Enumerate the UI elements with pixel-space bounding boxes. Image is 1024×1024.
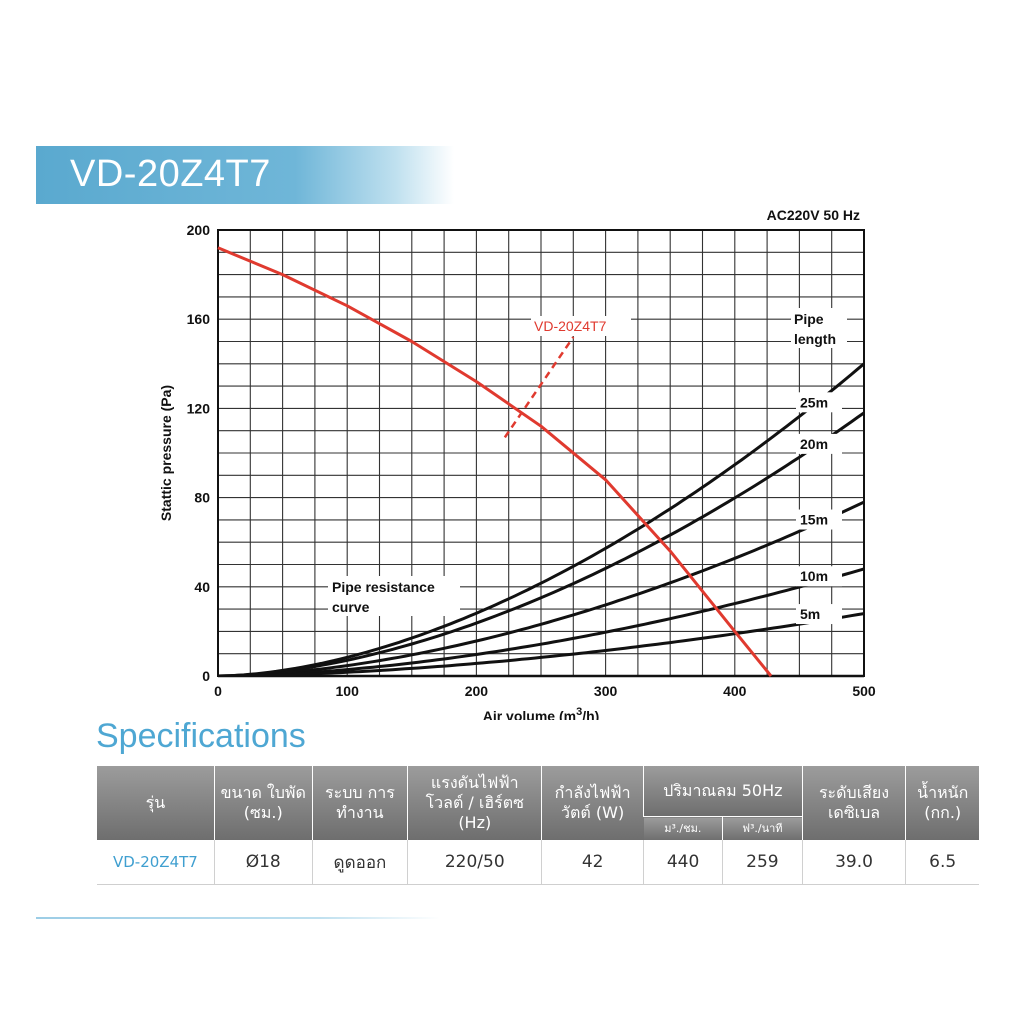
y-tick-label: 160 [187,311,211,327]
table-row: VD-20Z4T7 Ø18 ดูดออก 220/50 42 440 259 3… [97,840,979,885]
header-model: รุ่น [97,766,215,840]
cell-model: VD-20Z4T7 [97,840,215,885]
performance-chart: 0 100 200 300 400 500 0 40 80 120 160 200 Air volume… [158,207,876,720]
x-tick-label: 400 [723,683,747,699]
grid [218,230,864,676]
pipe-length-bg [791,308,847,348]
pipe-curve-label: 15m [800,512,828,528]
pipe-resistance-bg [328,576,460,616]
header-airflow-m3h: ม³./ชม. [643,816,723,840]
pipe-curve-label: 5m [800,606,820,622]
y-tick-label: 200 [187,222,211,238]
pipe-label-bg [796,433,842,454]
x-tick-label: 100 [336,683,360,699]
header-blade-size: ขนาด ใบพัด (ซม.) [213,766,313,840]
header-airflow-ft3m: ฟ³./นาที [722,816,803,840]
cell-blade-size: Ø18 [213,840,313,885]
pipe-curve-label: 10m [800,568,828,584]
divider-line [36,917,440,919]
pipe-curve-label: 20m [800,436,828,452]
y-tick-label: 40 [194,579,210,595]
x-tick-label: 200 [465,683,489,699]
x-tick-label: 300 [594,683,618,699]
x-tick-label: 500 [852,683,876,699]
pipe-label-bg [796,509,842,530]
cell-system: ดูดออก [311,840,408,885]
header-voltage: แรงดันไฟฟ้า โวลต์ / เฮิร์ตซ (Hz) [407,766,542,840]
page-title: VD-20Z4T7 [70,153,271,195]
header-weight: น้ำหนัก (กก.) [905,766,979,840]
pipe-label-bg [796,604,842,625]
pipe-resistance-label: Pipe resistance [332,579,435,595]
specifications-table: รุ่น ขนาด ใบพัด (ซม.) ระบบ การทำงาน แรงด… [97,766,979,885]
header-system: ระบบ การทำงาน [311,766,408,840]
y-tick-label: 80 [194,490,210,506]
pipe-length-label: Pipe [794,311,824,327]
x-axis-label: Air volume (m3/h) [483,706,600,720]
pipe-curve-10m [218,567,864,676]
pipe-curve-25m [218,362,864,676]
pipe-curve-5m [218,612,864,676]
cell-airflow-m3h: 440 [642,840,723,885]
pipe-curve-20m [218,411,864,676]
pipe-label-bg [796,392,842,413]
y-tick-label: 120 [187,400,211,416]
cell-noise: 39.0 [801,840,906,885]
header-noise: ระดับเสียง เดซิเบล [801,766,906,840]
specifications-heading: Specifications [96,717,306,755]
fan-curve-label-bg [531,316,631,336]
y-tick-label: 0 [202,668,210,684]
pipe-label-bg [796,566,842,587]
pipe-curve-label: 25m [800,394,828,410]
fan-curve-leader [503,336,575,439]
cell-airflow-ft3m: 259 [722,840,803,885]
fan-curve [217,246,773,677]
pipe-resistance-label-line2: curve [332,599,370,615]
chart-note: AC220V 50 Hz [767,207,860,223]
header-power: กำลังไฟฟ้า วัตต์ (W) [541,766,644,840]
cell-power: 42 [541,840,644,885]
header-airflow: ปริมาณลม 50Hz [643,766,803,817]
fan-curve-label: VD-20Z4T7 [534,318,607,334]
title-banner [36,146,454,204]
x-tick-label: 0 [214,683,222,699]
pipe-length-label-line2: length [794,331,836,347]
cell-voltage: 220/50 [407,840,542,885]
y-axis-label: Stattic pressure (Pa) [158,385,174,521]
cell-weight: 6.5 [905,840,979,885]
pipe-curve-15m [218,500,864,676]
